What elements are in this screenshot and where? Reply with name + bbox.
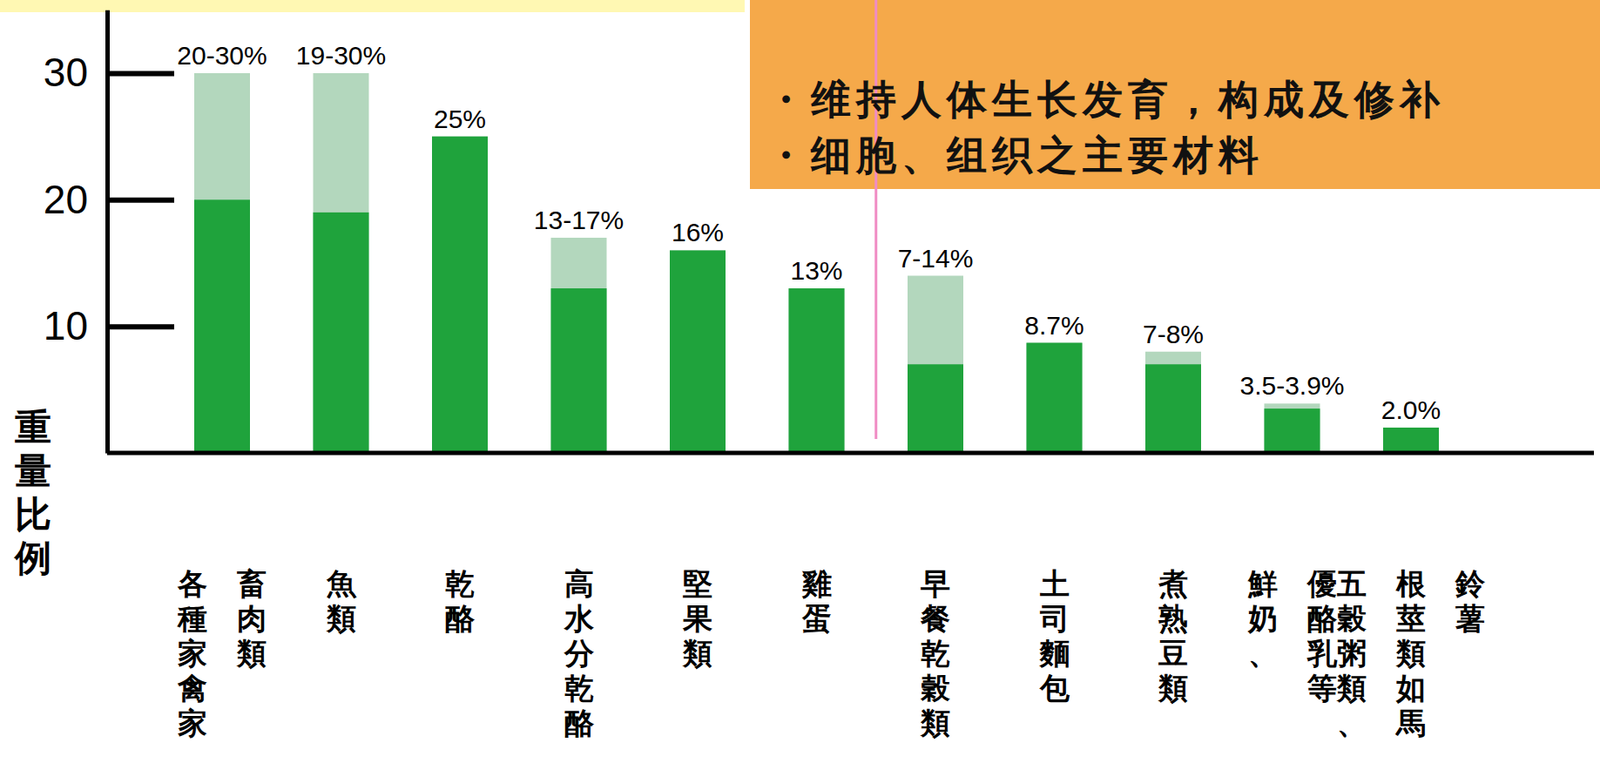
data-label: 13% [789, 256, 843, 285]
data-label: 7-8% [1142, 319, 1204, 349]
y-tick-label: 10 [43, 303, 88, 349]
chart-svg: ・维持人体生长发育，构成及修补・细胞、组织之主要材料 10 20 30 重量比例 20-3… [0, 0, 1600, 763]
y-tick: 30 [43, 49, 175, 95]
data-label: 20-30% [176, 40, 267, 70]
y-axis-title: 重量比例 [13, 405, 52, 580]
bar [313, 73, 370, 453]
annotation-text: ・维持人体生长发育，构成及修补 [765, 75, 1445, 123]
data-label: 19-30% [296, 40, 386, 70]
bar [551, 237, 608, 453]
bar [669, 249, 726, 453]
bar [1383, 427, 1439, 453]
y-tick-mark [107, 71, 175, 77]
y-axis-line [105, 10, 110, 454]
data-label: 13-17% [533, 205, 624, 235]
separator-line [874, 0, 878, 439]
y-tick-mark [107, 197, 175, 203]
annotation-text: ・细胞、组织之主要材料 [765, 131, 1264, 179]
data-label: 2.0% [1381, 395, 1441, 425]
bar [1026, 343, 1083, 453]
bar [194, 199, 250, 453]
x-tick-label: 魚類 [325, 566, 358, 636]
bar [1026, 343, 1083, 453]
x-tick-label: 乾酪 [445, 566, 476, 636]
x-tick-label: 早餐乾穀類 [919, 566, 951, 741]
bar [669, 249, 726, 453]
x-tick-label: 煮熟豆類 [1157, 566, 1189, 706]
y-axis: 10 20 30 [43, 10, 175, 454]
x-tick-label: 鮮奶、優酪乳等 [1247, 566, 1338, 706]
x-tick-label: 各種家禽家畜肉類 [176, 566, 267, 741]
x-tick-label: 堅果類 [681, 566, 713, 671]
bar [789, 288, 845, 453]
x-tick-label: 土司麵包 [1039, 566, 1071, 706]
data-label: 8.7% [1024, 310, 1084, 340]
decor-strip [0, 0, 745, 13]
bar [1383, 427, 1439, 453]
y-tick-label: 30 [43, 49, 88, 95]
y-tick-mark [107, 324, 175, 330]
bar [789, 288, 845, 453]
bar [432, 136, 488, 453]
y-tick: 10 [43, 303, 175, 349]
bar [1264, 403, 1321, 453]
bars [194, 73, 1439, 453]
bar [907, 276, 964, 453]
y-tick-label: 20 [43, 176, 88, 223]
data-label: 3.5-3.9% [1239, 371, 1344, 400]
bar [551, 288, 608, 453]
bar [907, 364, 964, 453]
bar [313, 212, 370, 453]
x-tick-label: 高水分乾酪 [563, 566, 595, 741]
y-tick: 20 [43, 176, 175, 223]
bar [194, 73, 250, 453]
annotation-box [749, 0, 1600, 190]
x-tick-label: 五穀粥類、根莖類如馬鈴薯 [1336, 566, 1486, 741]
x-tick-label: 雞蛋 [801, 566, 832, 636]
data-label: 7-14% [897, 243, 974, 273]
bar [432, 136, 488, 453]
data-label: 25% [433, 104, 487, 134]
data-label: 16% [671, 217, 724, 247]
x-axis-line [107, 451, 1594, 456]
bar [1145, 364, 1202, 453]
bar [1264, 408, 1321, 453]
bar [1145, 351, 1202, 453]
